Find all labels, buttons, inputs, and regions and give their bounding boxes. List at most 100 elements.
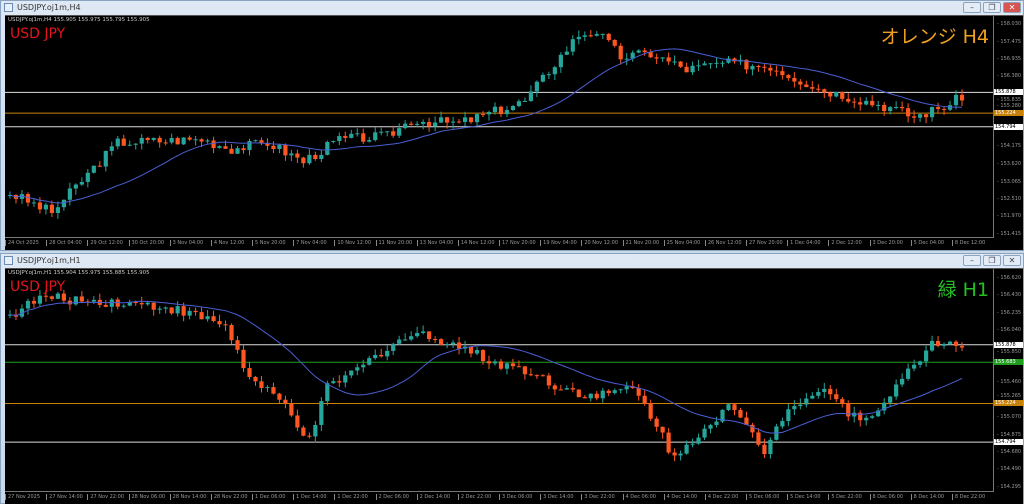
candle xyxy=(433,116,438,132)
candle xyxy=(205,310,210,322)
candle xyxy=(409,331,414,342)
candle xyxy=(534,80,539,98)
candle xyxy=(678,450,683,461)
price-tick: - 156.380 xyxy=(997,73,1022,80)
candle xyxy=(606,389,611,397)
candle xyxy=(756,64,761,72)
price-chart[interactable]: USDJPY.oj1m,H4 155.905 155.975 155.795 1… xyxy=(5,15,1023,250)
time-tick: 1 Dec 14:00 xyxy=(293,494,327,500)
minimize-button[interactable]: – xyxy=(963,255,981,266)
candle xyxy=(391,125,396,138)
time-axis[interactable]: 24 Oct 2025 28 Oct 04:00 29 Oct 12:00 30 Oc… xyxy=(5,238,994,250)
candle xyxy=(744,59,749,74)
time-axis[interactable]: 27 Nov 2025 27 Nov 14:00 27 Nov 22:00 28 No… xyxy=(5,492,994,504)
candle xyxy=(415,121,420,128)
candle xyxy=(564,385,569,391)
candle xyxy=(947,100,953,112)
time-tick: 29 Oct 12:00 xyxy=(87,240,123,246)
timeframe-tag: 緑 H1 xyxy=(937,279,989,301)
candle xyxy=(175,136,180,145)
candle xyxy=(456,336,462,355)
candle xyxy=(882,101,887,116)
candle xyxy=(486,110,492,121)
price-tick: - 156.935 xyxy=(997,55,1022,62)
candle xyxy=(97,293,102,308)
price-tick: - 155.280 xyxy=(997,102,1022,109)
candle xyxy=(636,384,641,401)
candle xyxy=(391,342,396,356)
time-tick: 26 Nov 12:00 xyxy=(704,240,742,246)
candle xyxy=(738,407,743,419)
time-tick: 1 Dec 06:00 xyxy=(252,494,285,500)
price-tick: - 156.620 xyxy=(997,275,1022,281)
candle xyxy=(433,336,438,343)
time-tick: 25 Nov 04:00 xyxy=(663,240,700,246)
price-tick: - 152.510 xyxy=(997,196,1022,203)
price-tick: - 154.175 xyxy=(997,143,1022,150)
price-tick: - 154.295 xyxy=(997,484,1022,490)
candle xyxy=(804,80,809,88)
candle xyxy=(690,61,695,75)
candle xyxy=(109,141,114,156)
price-chart[interactable]: USDJPY.oj1m,H1 155.904 155.975 155.885 1… xyxy=(5,268,1023,504)
plot-area[interactable] xyxy=(5,16,994,238)
candle xyxy=(427,331,432,342)
close-button[interactable]: ✕ xyxy=(1003,255,1021,266)
restore-button[interactable]: ❐ xyxy=(983,2,1001,13)
time-tick: 10 Nov 12:00 xyxy=(334,240,371,246)
candle xyxy=(840,91,845,102)
candle xyxy=(229,144,234,154)
candle xyxy=(409,121,414,126)
candle xyxy=(768,64,773,77)
close-button[interactable]: ✕ xyxy=(1003,2,1021,13)
symbol-label: USD JPY xyxy=(10,279,66,295)
price-tick: - 153.065 xyxy=(997,178,1022,185)
candle xyxy=(43,290,49,302)
candle xyxy=(289,398,294,417)
candle xyxy=(145,301,150,307)
candle xyxy=(127,299,132,307)
price-tick: - 154.490 xyxy=(997,466,1022,473)
candle xyxy=(672,55,677,65)
candle xyxy=(247,138,252,156)
window-title-bar[interactable]: USDJPY.oj1m,H4 – ❐ ✕ xyxy=(1,1,1023,15)
candle xyxy=(804,392,809,408)
time-tick: 2 Dec 06:00 xyxy=(375,494,409,500)
candle xyxy=(888,396,893,406)
candles-svg xyxy=(5,289,993,462)
candle xyxy=(672,448,677,462)
candle xyxy=(73,296,78,306)
h1-chart-window: USDJPY.oj1m,H1 – ❐ ✕ USDJPY.oj1m,H1 155.90… xyxy=(0,253,1024,504)
time-tick: 4 Nov 12:00 xyxy=(210,240,244,246)
price-tick: - 153.620 xyxy=(997,161,1022,167)
window-title-bar[interactable]: USDJPY.oj1m,H1 – ❐ ✕ xyxy=(1,254,1023,268)
candle xyxy=(367,355,372,366)
timeframe-tag: オレンジ H4 xyxy=(880,26,989,48)
candle xyxy=(61,199,66,211)
candle xyxy=(55,201,60,219)
candle xyxy=(953,90,959,110)
candle xyxy=(313,420,318,443)
candle xyxy=(558,52,563,73)
price-axis[interactable]: 155.878 155.683 155.224 154.794 - 156.620 - 1… xyxy=(994,269,1023,492)
candle xyxy=(558,384,563,391)
candle xyxy=(301,425,306,437)
candle xyxy=(49,200,55,218)
candle xyxy=(115,297,120,310)
candle xyxy=(468,346,474,358)
candle xyxy=(145,137,150,144)
candle xyxy=(834,91,839,98)
plot-area[interactable] xyxy=(5,269,994,492)
price-level-label: 155.878 xyxy=(994,89,1023,96)
moving-average-line xyxy=(9,300,963,434)
candle xyxy=(403,120,408,130)
minimize-button[interactable]: – xyxy=(963,2,981,13)
time-tick: 8 Dec 06:00 xyxy=(869,494,903,500)
restore-button[interactable]: ❐ xyxy=(983,255,1001,266)
candle xyxy=(157,135,162,148)
candle xyxy=(349,129,354,139)
price-axis[interactable]: 155.878 155.224 154.794 - 158.030 - 157.475 -… xyxy=(994,16,1023,238)
time-tick: 28 Oct 04:00 xyxy=(46,240,82,246)
candle xyxy=(271,382,276,395)
candle xyxy=(79,291,84,304)
